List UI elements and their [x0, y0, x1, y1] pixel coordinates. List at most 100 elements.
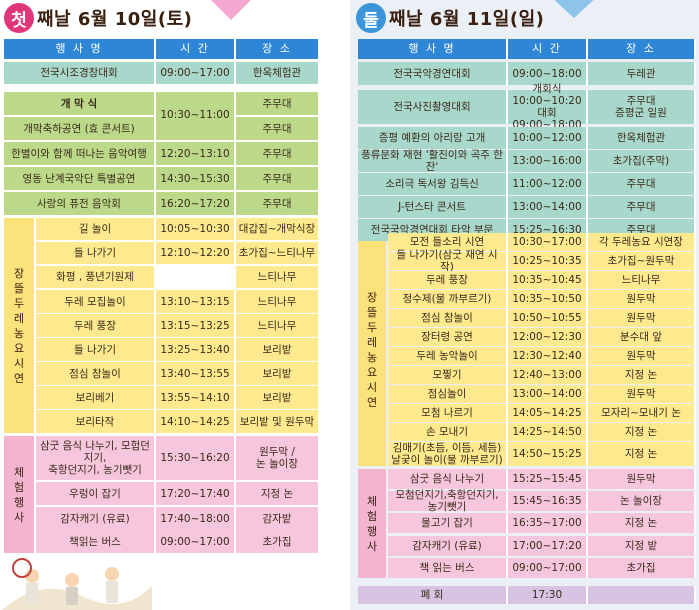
event-place: 대갑집~개막식장: [236, 218, 320, 240]
event-name: 영동 난계국악단 특별공연: [4, 167, 156, 190]
event-place: 원두막: [588, 309, 696, 327]
event-place: 지정 논: [588, 442, 696, 466]
schedule-row: 감자캐기 (유료) 17:40~18:00 감자밭: [36, 507, 320, 530]
event-time: 15:45~16:35: [508, 491, 588, 511]
event-place: 주무대: [236, 192, 320, 215]
day2-title-text: 째날 6월 11일(일): [389, 9, 545, 30]
event-place: 보리밭: [236, 338, 320, 361]
day2-panel: 둘 째날 6월 11일(일) 행 사 명 시 간 장 소 장뜰두레농요 시연 체험…: [350, 0, 699, 610]
event-name: 두레 풍장: [388, 271, 508, 289]
event-name: 증평 예환의 아리랑 고개: [358, 127, 508, 149]
header-event: 행 사 명: [358, 39, 508, 59]
header-place: 장 소: [588, 39, 696, 59]
event-time: 11:00~12:00: [508, 173, 588, 195]
event-time: 13:15~13:25: [156, 314, 236, 337]
event-place: 느티나무: [588, 271, 696, 289]
event-place: 원두막: [588, 290, 696, 308]
schedule-row: 두레 농악놀이 12:30~12:40 원두막: [388, 347, 696, 365]
event-place: 두레관: [588, 62, 696, 85]
group-label: 장뜰두레농요 시연: [358, 233, 386, 466]
event-name: 풍류문화 재현 '활진이와 곡주 한 잔': [358, 149, 508, 173]
event-place: 원두막 / 논 놀이장: [236, 436, 320, 480]
event-time: 14:30~15:30: [156, 167, 236, 190]
schedule-row: 장터령 공연 12:00~12:30 분수대 앞: [388, 328, 696, 346]
event-name: 두레 모집놀이: [36, 290, 156, 313]
event-name: 점심놀이: [388, 385, 508, 403]
schedule-row: 사랑의 퓨전 음악회 16:20~17:20 주무대: [4, 192, 320, 215]
event-time: 12:20~13:10: [156, 142, 236, 165]
event-time: 14:25~14:50: [508, 423, 588, 441]
schedule-row: 폐 회 17:30: [358, 586, 696, 604]
event-place: 주무대: [588, 196, 696, 218]
group-label: 체험행사: [358, 469, 386, 578]
header-event: 행 사 명: [4, 39, 156, 59]
schedule-row: 전국사진촬영대회 개회식 10:00~10:20 대회 09:00~18:00 주무…: [358, 83, 696, 131]
event-name: 삼굿 음식 나누기: [388, 469, 508, 489]
event-time: 13:10~13:15: [156, 290, 236, 313]
event-place: 한옥체험관: [588, 127, 696, 149]
event-time: 14:50~15:25: [508, 442, 588, 466]
event-time: 13:00~16:00: [508, 150, 588, 172]
schedule-row: 삼굿 음식 나누기, 모험던지기, 축항던지기, 농기뺏기 15:30~16:20…: [36, 436, 320, 480]
event-place: 주무대 증평군 일원: [588, 90, 696, 124]
day1-panel: 첫 째날 6월 10일(토) 행 사 명 시 간 장 소 장뜰두레농요 시연 체험…: [0, 0, 340, 610]
event-time: 12:40~13:00: [508, 366, 588, 384]
schedule-row: 화평 , 풍년기원제 느티나무: [36, 266, 320, 288]
event-name: 책읽는 버스: [36, 530, 156, 553]
schedule-row: 영동 난계국악단 특별공연 14:30~15:30 주무대: [4, 167, 320, 190]
group-label: 체험행사: [4, 436, 34, 553]
event-place: 각 두레농요 시연장: [588, 233, 696, 251]
event-place: 초가집~느티나무: [236, 242, 320, 264]
event-time: 12:10~12:20: [156, 242, 236, 264]
event-place: 초가집(주막): [588, 150, 696, 172]
event-name: 점심 참놀이: [388, 309, 508, 327]
header-place: 장 소: [236, 39, 320, 59]
event-time: 15:30~16:20: [156, 436, 236, 480]
day1-title: 첫 째날 6월 10일(토): [4, 2, 192, 34]
day2-header-row: 행 사 명 시 간 장 소: [358, 39, 696, 59]
event-name: 전국시조경창대회: [4, 62, 156, 84]
schedule-row: 감자캐기 (유료) 17:00~17:20 지정 밭: [388, 536, 696, 556]
event-name: 모첨던지기,축항던지기, 농기뺏기: [388, 489, 508, 513]
event-time: 10:05~10:30: [156, 218, 236, 240]
event-place: 모자리~모내기 논: [588, 404, 696, 422]
schedule-row: 점심 참놀이 13:40~13:55 보리밭: [36, 362, 320, 385]
event-time: 15:25~15:45: [508, 469, 588, 489]
event-name: 모찧기: [388, 366, 508, 384]
event-place: 감자밭: [236, 507, 320, 530]
event-name: 모전 들소리 시연: [388, 233, 508, 251]
event-name: 정수제(물 까부르기): [388, 290, 508, 308]
event-place: 분수대 앞: [588, 328, 696, 346]
event-name: 두레 농악놀이: [388, 347, 508, 365]
event-name: 소리극 독서왕 김득신: [358, 173, 508, 195]
event-place: 초가집~원두막: [588, 252, 696, 270]
event-place: 원두막: [588, 385, 696, 403]
event-name: 감자캐기 (유료): [36, 507, 156, 530]
event-time: 13:40~13:55: [156, 362, 236, 385]
event-place: 느티나무: [236, 314, 320, 337]
schedule-row: 모찧기 12:40~13:00 지정 논: [388, 366, 696, 384]
event-place: 한옥체험관: [236, 62, 320, 84]
schedule-row: 길 놀이 10:05~10:30 대갑집~개막식장: [36, 218, 320, 240]
schedule-row: 두레 풍장 10:35~10:45 느티나무: [388, 271, 696, 289]
event-place: 지정 논: [588, 423, 696, 441]
event-name: 화평 , 풍년기원제: [36, 266, 156, 288]
schedule-row: 모첨 나르기 14:05~14:25 모자리~모내기 논: [388, 404, 696, 422]
event-time: 09:00~17:00: [156, 530, 236, 553]
event-name: 개막축하공연 (효 콘서트): [4, 117, 156, 140]
dancers-illustration: [2, 558, 152, 610]
event-place: 원두막: [588, 469, 696, 489]
event-place: 지정 논: [236, 482, 320, 505]
schedule-row: 손 모내기 14:25~14:50 지정 논: [388, 423, 696, 441]
schedule-row: 두레 풍장 13:15~13:25 느티나무: [36, 314, 320, 337]
schedule-row: 보리타작 14:10~14:25 보리밭 및 원두막: [36, 410, 320, 433]
schedule-row: 정수제(물 까부르기) 10:35~10:50 원두막: [388, 290, 696, 308]
schedule-row: 점심 참놀이 10:50~10:55 원두막: [388, 309, 696, 327]
schedule-row: 우렁이 잡기 17:20~17:40 지정 논: [36, 482, 320, 505]
event-name: 개 막 식: [4, 92, 156, 115]
event-name: 물고기 잡기: [388, 513, 508, 533]
event-time: 12:00~12:30: [508, 328, 588, 346]
schedule-row: 한별이와 함께 떠나는 음악여행 12:20~13:10 주무대: [4, 142, 320, 165]
v-decoration: [548, 0, 600, 18]
event-time: 10:50~10:55: [508, 309, 588, 327]
